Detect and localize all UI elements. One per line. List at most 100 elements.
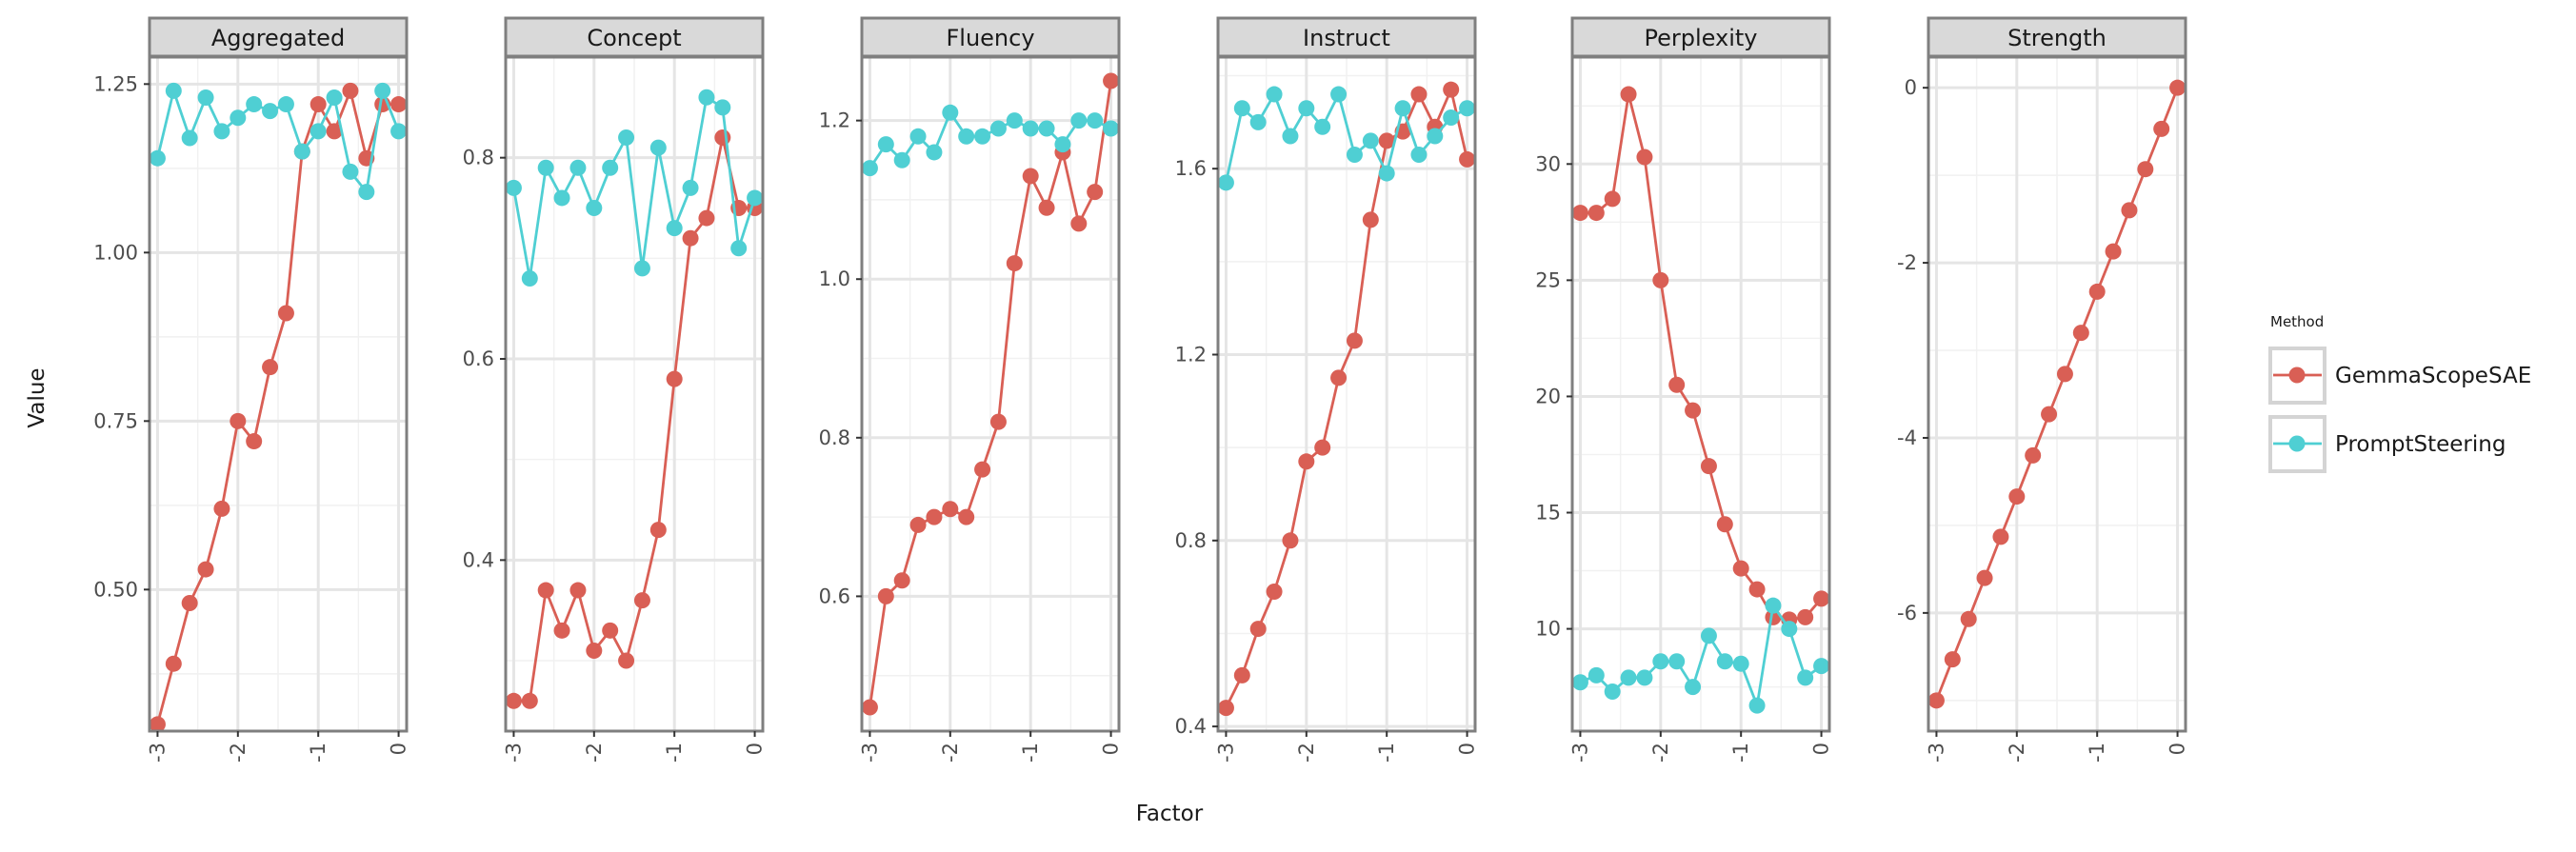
data-point xyxy=(1038,120,1055,137)
y-tick-label: 0.50 xyxy=(93,578,138,601)
data-point xyxy=(1732,560,1749,577)
data-point xyxy=(649,522,667,539)
data-point xyxy=(342,82,359,99)
facet-aggregated: Aggregated 0.50 0.75 1.00 1.25 -3 -2 -1 0 xyxy=(93,16,410,763)
data-point xyxy=(989,413,1007,430)
series-promptsteering xyxy=(861,104,1120,177)
series-line xyxy=(1579,604,1823,707)
data-point xyxy=(730,240,748,257)
data-point xyxy=(1249,113,1267,130)
x-tick-label: -1 xyxy=(1729,743,1752,763)
y-tick-label: -6 xyxy=(1897,602,1917,624)
series-gemmascopesae xyxy=(1927,79,2187,709)
data-point xyxy=(390,96,408,113)
series-line xyxy=(1225,92,1468,184)
series-line xyxy=(1225,88,1468,709)
data-point xyxy=(310,96,327,113)
y-tick-label: -4 xyxy=(1897,426,1917,449)
x-tick-label: -3 xyxy=(1568,743,1591,763)
data-point xyxy=(213,500,230,517)
data-point xyxy=(553,189,570,207)
data-point xyxy=(1944,651,1961,668)
data-point xyxy=(537,582,554,599)
data-point xyxy=(1636,669,1653,686)
data-point xyxy=(1070,215,1088,232)
y-tick-label: 1.25 xyxy=(93,72,138,95)
data-point xyxy=(1685,679,1702,696)
data-point xyxy=(1636,149,1653,166)
data-point xyxy=(277,305,294,322)
data-point xyxy=(1298,453,1315,470)
data-point xyxy=(989,120,1007,137)
x-tick-label: 0 xyxy=(2167,743,2189,755)
data-point xyxy=(1732,655,1749,672)
data-point xyxy=(197,561,214,578)
data-point xyxy=(165,82,182,99)
y-tick-label: 0.75 xyxy=(93,409,138,432)
legend: Method GemmaScopeSAE PromptSteering xyxy=(2268,313,2531,473)
panel-border xyxy=(1216,55,1477,733)
data-point xyxy=(618,652,635,669)
data-point xyxy=(1298,100,1315,117)
data-point xyxy=(1813,658,1830,675)
panel-border xyxy=(860,55,1121,733)
series-gemmascopesae xyxy=(1571,86,1830,628)
data-point xyxy=(1022,168,1039,185)
data-point xyxy=(1410,147,1428,164)
data-point xyxy=(149,716,166,733)
data-point xyxy=(926,508,943,525)
data-point xyxy=(1976,569,1993,586)
data-point xyxy=(1330,86,1348,103)
data-point xyxy=(358,184,375,201)
data-point xyxy=(893,572,910,589)
data-point xyxy=(213,123,230,140)
facet-title: Fluency xyxy=(946,25,1034,51)
data-point xyxy=(909,516,927,533)
data-point xyxy=(1266,584,1283,601)
data-point xyxy=(618,129,635,147)
x-tick-label: -1 xyxy=(307,743,329,763)
data-point xyxy=(2008,488,2026,505)
data-point xyxy=(1378,165,1395,182)
data-point xyxy=(666,370,683,387)
data-point xyxy=(1087,184,1104,201)
x-tick-label: -3 xyxy=(502,743,525,763)
data-point xyxy=(521,692,538,709)
series-promptsteering xyxy=(1217,86,1476,191)
data-point xyxy=(1103,120,1120,137)
data-point xyxy=(230,109,247,127)
data-point xyxy=(2137,161,2154,178)
data-point xyxy=(682,179,699,196)
data-point xyxy=(1233,666,1250,684)
data-point xyxy=(1716,516,1733,533)
data-point xyxy=(1282,532,1299,549)
data-point xyxy=(1797,608,1814,625)
data-point xyxy=(181,594,198,611)
data-point xyxy=(1249,621,1267,638)
data-point xyxy=(1652,271,1669,288)
series-promptsteering xyxy=(149,82,408,201)
data-point xyxy=(1748,697,1766,714)
facet-fluency: Fluency 0.6 0.8 1.0 1.2 -3 -2 -1 0 xyxy=(819,16,1123,763)
data-point xyxy=(1620,86,1637,103)
data-point xyxy=(974,461,991,478)
data-point xyxy=(958,508,975,525)
data-point xyxy=(1927,692,1945,709)
x-tick-label: -2 xyxy=(1649,743,1672,763)
series-line xyxy=(1935,87,2179,702)
data-point xyxy=(2105,243,2122,260)
data-point xyxy=(569,159,587,176)
data-point xyxy=(1314,118,1331,135)
x-axis-title: Factor xyxy=(1136,802,1204,826)
data-point xyxy=(909,128,927,145)
data-point xyxy=(1604,190,1621,208)
data-point xyxy=(2088,283,2106,300)
data-point xyxy=(682,229,699,247)
data-point xyxy=(1054,136,1071,153)
data-point xyxy=(1103,72,1120,89)
data-point xyxy=(1362,211,1379,228)
data-point xyxy=(1233,100,1250,117)
data-point xyxy=(1022,120,1039,137)
data-point xyxy=(1459,100,1476,117)
